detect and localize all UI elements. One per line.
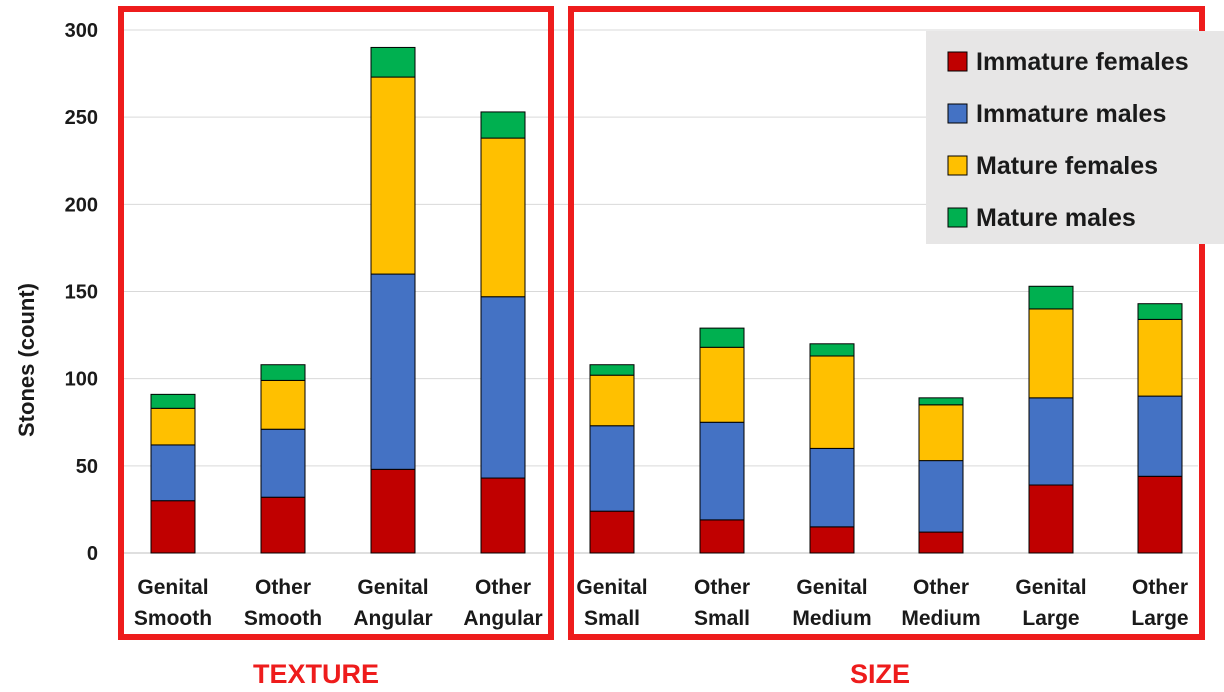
bar-segment	[809, 343, 855, 357]
y-axis-title: Stones (count)	[14, 283, 39, 437]
x-category-label: Genital Medium	[792, 576, 871, 630]
y-tick-label: 150	[65, 282, 98, 304]
bar-segment	[260, 428, 306, 498]
x-category-label: Genital Angular	[353, 576, 432, 630]
x-category-label: Other Small	[694, 576, 750, 630]
bar-segment	[589, 510, 635, 554]
bar-segment	[150, 393, 196, 409]
bar-segment	[699, 421, 745, 521]
legend-label: Immature males	[976, 100, 1166, 128]
x-category-labels: Genital Smooth Other Smooth Genital Angular Ot…	[134, 576, 1189, 630]
x-category-label: Genital Large	[1015, 576, 1086, 630]
x-category-label: Other Large	[1131, 576, 1188, 630]
group-labels: TEXTURE SIZE	[253, 659, 910, 689]
legend-label: Mature males	[976, 204, 1136, 232]
bar-segment	[1137, 303, 1183, 320]
legend-swatch	[947, 207, 968, 228]
bar-segment	[480, 477, 526, 554]
x-category-label: Genital Small	[576, 576, 647, 630]
legend-swatch	[947, 155, 968, 176]
bar-segment	[1028, 308, 1074, 399]
bar-segment	[260, 496, 306, 554]
bar-segment	[918, 397, 964, 406]
legend-swatch	[947, 51, 968, 72]
y-tick-label: 200	[65, 194, 98, 216]
bar-segment	[1137, 395, 1183, 477]
bar-segment	[480, 137, 526, 298]
y-tick-label: 0	[87, 543, 98, 565]
bar-segment	[918, 404, 964, 462]
bar-segment	[918, 460, 964, 533]
bar-segment	[480, 111, 526, 139]
group-label: SIZE	[850, 659, 910, 689]
legend-label: Mature females	[976, 152, 1158, 180]
bar-segment	[370, 76, 416, 275]
bar-segment	[370, 468, 416, 554]
bar-segment	[918, 531, 964, 554]
bar-segment	[699, 346, 745, 423]
bar-segment	[150, 444, 196, 502]
bar-segment	[260, 379, 306, 430]
x-category-label: Other Medium	[901, 576, 980, 630]
group-label: TEXTURE	[253, 659, 379, 689]
bar-segment	[260, 364, 306, 381]
bar-segment	[1028, 484, 1074, 554]
group-frame	[568, 6, 1205, 640]
legend-swatch	[947, 103, 968, 124]
bar-segment	[1028, 285, 1074, 310]
bar-segment	[150, 407, 196, 446]
bar-segment	[370, 46, 416, 78]
bar-segment	[1137, 318, 1183, 397]
y-tick-label: 50	[76, 456, 98, 478]
bar-segment	[589, 364, 635, 376]
y-tick-label: 300	[65, 20, 98, 42]
y-tick-labels: 0 50 100 150 200 250 300	[65, 20, 98, 565]
bar-segment	[809, 447, 855, 528]
bar-segment	[150, 500, 196, 554]
x-category-label: Genital Smooth	[134, 576, 212, 630]
bar-segment	[370, 273, 416, 470]
group-frames	[118, 6, 1205, 640]
bars	[150, 46, 1183, 554]
group-frame	[118, 6, 554, 640]
bar-segment	[809, 355, 855, 449]
bar-segment	[699, 519, 745, 554]
y-tick-label: 100	[65, 369, 98, 391]
bar-segment	[809, 526, 855, 554]
y-tick-label: 250	[65, 107, 98, 129]
bar-segment	[699, 327, 745, 348]
x-category-label: Other Smooth	[244, 576, 322, 630]
legend-box	[926, 31, 1224, 244]
legend: Immature females Immature males Mature fem…	[926, 31, 1224, 244]
legend-label: Immature females	[976, 48, 1189, 76]
bar-segment	[589, 374, 635, 427]
bar-segment	[589, 425, 635, 512]
x-category-label: Other Angular	[463, 576, 542, 630]
bar-segment	[1028, 397, 1074, 486]
bar-segment	[480, 296, 526, 479]
bar-segment	[1137, 475, 1183, 554]
